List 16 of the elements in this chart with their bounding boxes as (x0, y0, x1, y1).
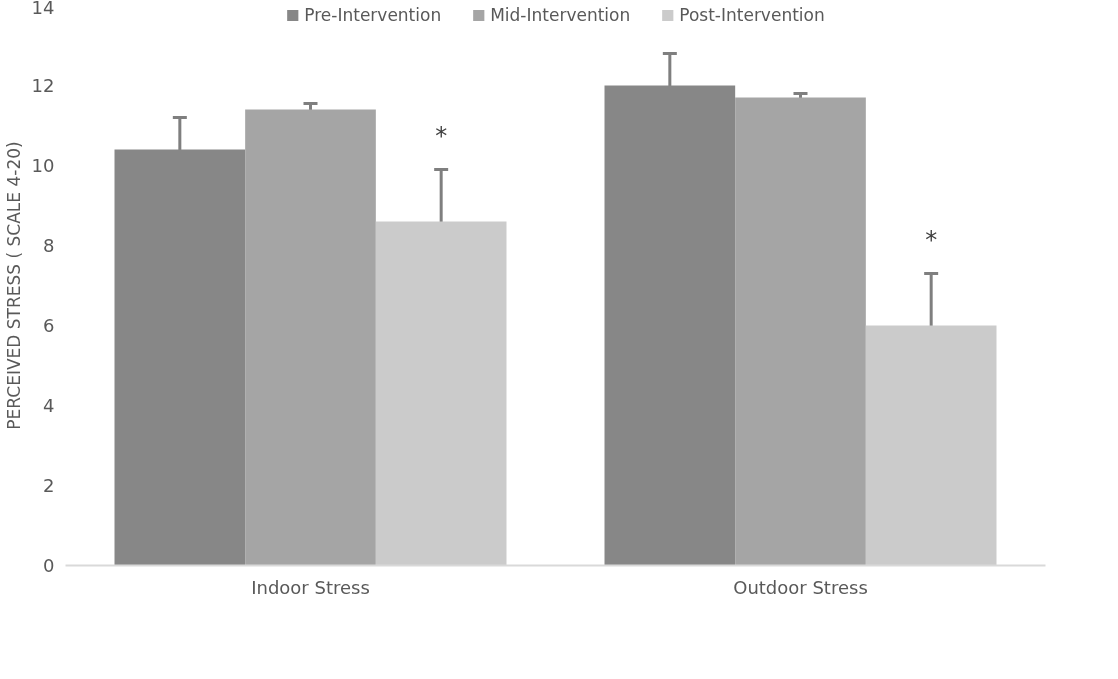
y-tick-label: 10 (31, 155, 55, 176)
legend-label: Mid-Intervention (490, 5, 631, 25)
x-tick-label: Indoor Stress (251, 576, 370, 598)
y-tick-label: 14 (31, 0, 55, 18)
y-tick-label: 8 (43, 235, 55, 256)
annotation: * (435, 121, 448, 150)
y-tick-label: 12 (31, 75, 55, 96)
annotation: * (925, 225, 938, 254)
x-tick-label: Outdoor Stress (733, 576, 868, 598)
y-tick-label: 4 (43, 395, 55, 416)
y-tick-label: 6 (43, 315, 55, 336)
y-tick-label: 0 (43, 555, 55, 576)
y-tick-label: 2 (43, 475, 55, 496)
y-axis-title: PERCEIVED STRESS ( SCALE 4-20) (3, 141, 24, 430)
legend-label: Pre-Intervention (304, 5, 442, 25)
legend-label: Post-Intervention (679, 5, 825, 25)
